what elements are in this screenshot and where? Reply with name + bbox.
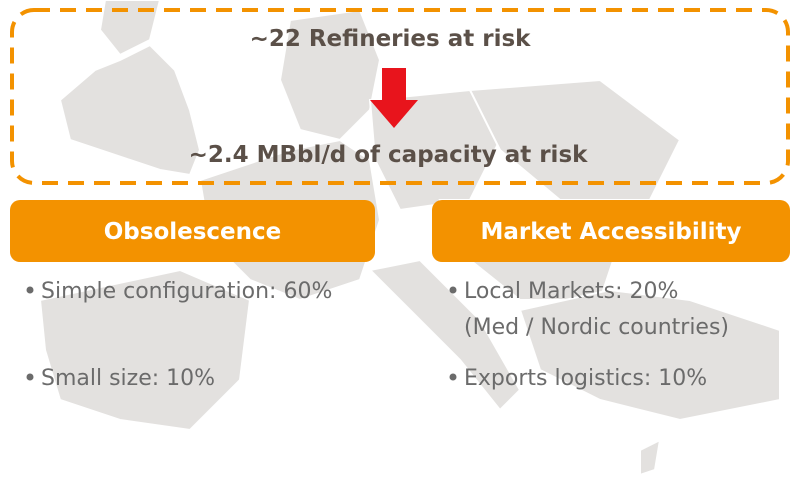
down-arrow <box>370 68 418 128</box>
map-scandinavia-west <box>98 0 162 57</box>
bullet-text: Exports logistics: 10% <box>464 366 707 391</box>
risk-frame <box>10 8 790 185</box>
header-subtitle: ~2.4 MBbl/d of capacity at risk <box>189 142 589 168</box>
box-header <box>10 200 375 262</box>
map-iberia <box>38 268 252 432</box>
bullet <box>449 373 457 381</box>
box-header <box>432 200 790 262</box>
map-crete <box>639 438 662 477</box>
bullet <box>449 286 457 294</box>
map-germany <box>278 8 382 142</box>
bullet-text: Simple configuration: 60% <box>41 279 332 304</box>
map-turkey-greece <box>518 288 781 422</box>
bullet <box>26 373 34 381</box>
bullet-text: Local Markets: 20% <box>464 279 678 304</box>
box-title: Obsolescence <box>104 219 282 245</box>
bullet <box>26 286 34 294</box>
header-title: ~22 Refineries at risk <box>250 26 532 52</box>
map-italy <box>367 258 522 412</box>
boxes: Obsolescence Simple configuration: 60% Sma… <box>10 200 790 391</box>
map-uk <box>58 43 202 177</box>
bullet-text: Small size: 10% <box>41 366 215 391</box>
box-title: Market Accessibility <box>480 219 741 245</box>
bullet-continuation: (Med / Nordic countries) <box>464 315 729 340</box>
